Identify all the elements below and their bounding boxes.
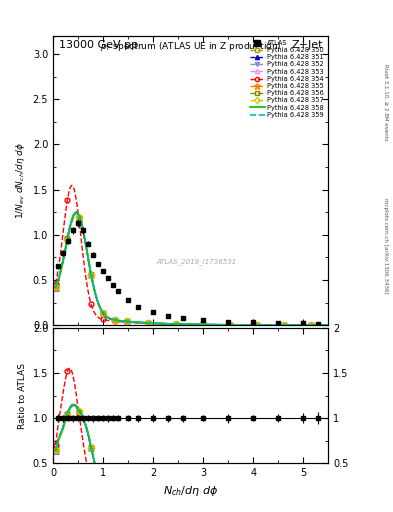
Text: Rivet 3.1.10, ≥ 2.8M events: Rivet 3.1.10, ≥ 2.8M events (383, 64, 388, 141)
Text: 13000 GeV pp: 13000 GeV pp (59, 40, 138, 50)
Text: $p_T$ spectrum (ATLAS UE in Z production): $p_T$ spectrum (ATLAS UE in Z production… (100, 40, 281, 53)
Text: mcplots.cern.ch [arXiv:1306.3436]: mcplots.cern.ch [arXiv:1306.3436] (383, 198, 388, 293)
Y-axis label: $1/N_{ev}\ dN_{ch}/d\eta\ d\phi$: $1/N_{ev}\ dN_{ch}/d\eta\ d\phi$ (14, 142, 27, 219)
X-axis label: $N_{ch}/d\eta\ d\phi$: $N_{ch}/d\eta\ d\phi$ (163, 484, 218, 498)
Text: Z+Jet: Z+Jet (291, 40, 323, 50)
Legend: ATLAS, Pythia 6.428 350, Pythia 6.428 351, Pythia 6.428 352, Pythia 6.428 353, P: ATLAS, Pythia 6.428 350, Pythia 6.428 35… (248, 37, 327, 120)
Text: ATLAS_2019_I1736531: ATLAS_2019_I1736531 (156, 258, 236, 265)
Y-axis label: Ratio to ATLAS: Ratio to ATLAS (18, 362, 27, 429)
